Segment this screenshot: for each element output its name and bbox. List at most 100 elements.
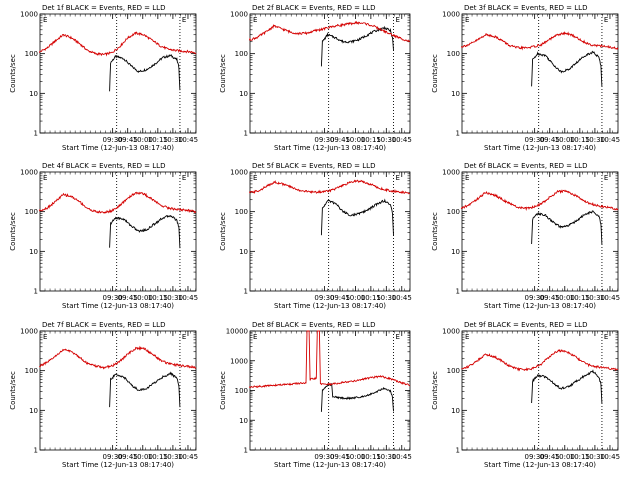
x-axis-label: Start Time (12-Jun-13 08:17:40) (62, 461, 174, 469)
x-tick-label: 10:45 (600, 136, 620, 144)
plot-frame (39, 330, 197, 451)
x-tick-label: 09:45 (118, 136, 138, 144)
x-tick-label: 10:15 (148, 294, 168, 302)
x-tick-label: 09:30 (525, 294, 545, 302)
x-tick-label: 10:15 (570, 453, 590, 461)
x-tick-label: 10:30 (376, 453, 396, 461)
chart-panel-det2f: Det 2f BLACK = Events, RED = LLD 1 10 100 10… (219, 4, 412, 152)
flag-letter: E (396, 333, 400, 341)
plot-frame (461, 330, 619, 451)
x-axis-label: Start Time (12-Jun-13 08:17:40) (484, 144, 596, 152)
y-tick-label: 1000 (442, 169, 460, 177)
y-tick-label: 1000 (20, 11, 38, 19)
flag-letter: E (465, 16, 469, 24)
y-tick-label: 1 (34, 447, 38, 455)
x-tick-label: 10:00 (133, 453, 153, 461)
events-series-line (320, 382, 394, 412)
y-tick-label: 10000 (226, 328, 248, 336)
lld-series-line (38, 31, 197, 57)
y-tick-label: 1000 (230, 11, 248, 19)
flag-letter: E (465, 333, 469, 341)
chart-title: Det 6f BLACK = Events, RED = LLD (464, 162, 587, 170)
chart-title: Det 5f BLACK = Events, RED = LLD (252, 162, 375, 170)
plot-frame (249, 330, 411, 451)
y-tick-label: 100 (235, 50, 248, 58)
x-axis-label: Start Time (12-Jun-13 08:17:40) (274, 461, 386, 469)
y-axis-label: Counts/sec (219, 212, 227, 251)
x-tick-label: 10:45 (600, 453, 620, 461)
y-tick-label: 100 (235, 208, 248, 216)
x-tick-label: 10:15 (361, 136, 381, 144)
y-tick-label: 1 (456, 130, 460, 138)
y-tick-label: 1000 (20, 169, 38, 177)
chart-panel-det7f: Det 7f BLACK = Events, RED = LLD 1 10 100 10… (9, 321, 198, 469)
chart-title: Det 1f BLACK = Events, RED = LLD (42, 4, 165, 12)
y-tick-label: 100 (447, 367, 460, 375)
x-tick-label: 10:15 (148, 136, 168, 144)
x-tick-label: 10:45 (392, 294, 412, 302)
events-series-line (320, 198, 394, 236)
x-tick-label: 10:30 (585, 136, 605, 144)
x-tick-label: 10:30 (585, 453, 605, 461)
x-tick-label: 09:30 (314, 136, 334, 144)
x-tick-label: 10:45 (392, 136, 412, 144)
x-tick-label: 09:30 (103, 453, 123, 461)
y-tick-label: 1000 (442, 11, 460, 19)
x-axis-label: Start Time (12-Jun-13 08:17:40) (484, 302, 596, 310)
events-series-line (320, 25, 394, 67)
x-tick-label: 09:45 (540, 294, 560, 302)
y-tick-label: 1000 (230, 169, 248, 177)
y-axis-label: Counts/sec (9, 371, 17, 410)
x-tick-label: 09:45 (330, 294, 350, 302)
x-axis-label: Start Time (12-Jun-13 08:17:40) (62, 302, 174, 310)
flag-letter: E (182, 174, 186, 182)
x-tick-label: 09:45 (330, 136, 350, 144)
flag-letter: E (604, 174, 608, 182)
chart-panel-det6f: Det 6f BLACK = Events, RED = LLD 1 10 100 10… (431, 162, 620, 310)
lld-series-line (248, 179, 410, 195)
y-tick-label: 10 (451, 248, 460, 256)
x-tick-label: 09:45 (118, 294, 138, 302)
x-axis-label: Start Time (12-Jun-13 08:17:40) (274, 302, 386, 310)
events-series-line (531, 210, 603, 245)
x-axis-label: Start Time (12-Jun-13 08:17:40) (484, 461, 596, 469)
x-tick-label: 10:45 (600, 294, 620, 302)
chart-title: Det 7f BLACK = Events, RED = LLD (42, 321, 165, 329)
chart-title: Det 8f BLACK = Events, RED = LLD (252, 321, 375, 329)
x-tick-label: 10:00 (345, 294, 365, 302)
y-tick-label: 1 (244, 447, 248, 455)
y-axis-label: Counts/sec (431, 212, 439, 251)
y-tick-label: 10 (29, 248, 38, 256)
chart-panel-det1f: Det 1f BLACK = Events, RED = LLD 1 10 100 10… (9, 4, 198, 152)
y-axis-label: Counts/sec (431, 371, 439, 410)
y-tick-label: 10 (29, 90, 38, 98)
x-axis-label: Start Time (12-Jun-13 08:17:40) (62, 144, 174, 152)
plot-frame (461, 171, 619, 292)
y-tick-label: 100 (25, 208, 38, 216)
chart-title: Det 9f BLACK = Events, RED = LLD (464, 321, 587, 329)
x-tick-label: 10:00 (555, 136, 575, 144)
x-tick-label: 10:15 (361, 453, 381, 461)
chart-panel-det5f: Det 5f BLACK = Events, RED = LLD 1 10 100 10… (219, 162, 412, 310)
y-tick-label: 100 (447, 208, 460, 216)
x-tick-label: 10:15 (570, 136, 590, 144)
flag-letter: E (604, 333, 608, 341)
chart-title: Det 2f BLACK = Events, RED = LLD (252, 4, 375, 12)
y-tick-label: 100 (25, 50, 38, 58)
y-tick-label: 10 (451, 90, 460, 98)
x-tick-label: 09:30 (314, 453, 334, 461)
x-tick-label: 09:45 (118, 453, 138, 461)
flag-letter: E (465, 174, 469, 182)
x-tick-label: 09:30 (525, 453, 545, 461)
x-tick-label: 10:45 (178, 453, 198, 461)
x-tick-label: 10:30 (163, 294, 183, 302)
x-tick-label: 09:30 (103, 294, 123, 302)
lld-series-line (460, 189, 619, 212)
events-series-line (531, 369, 603, 404)
y-tick-label: 100 (25, 367, 38, 375)
x-tick-label: 09:45 (540, 453, 560, 461)
flag-letter: E (182, 333, 186, 341)
chart-panel-det4f: Det 4f BLACK = Events, RED = LLD 1 10 100 10… (9, 162, 198, 310)
x-tick-label: 10:45 (178, 136, 198, 144)
